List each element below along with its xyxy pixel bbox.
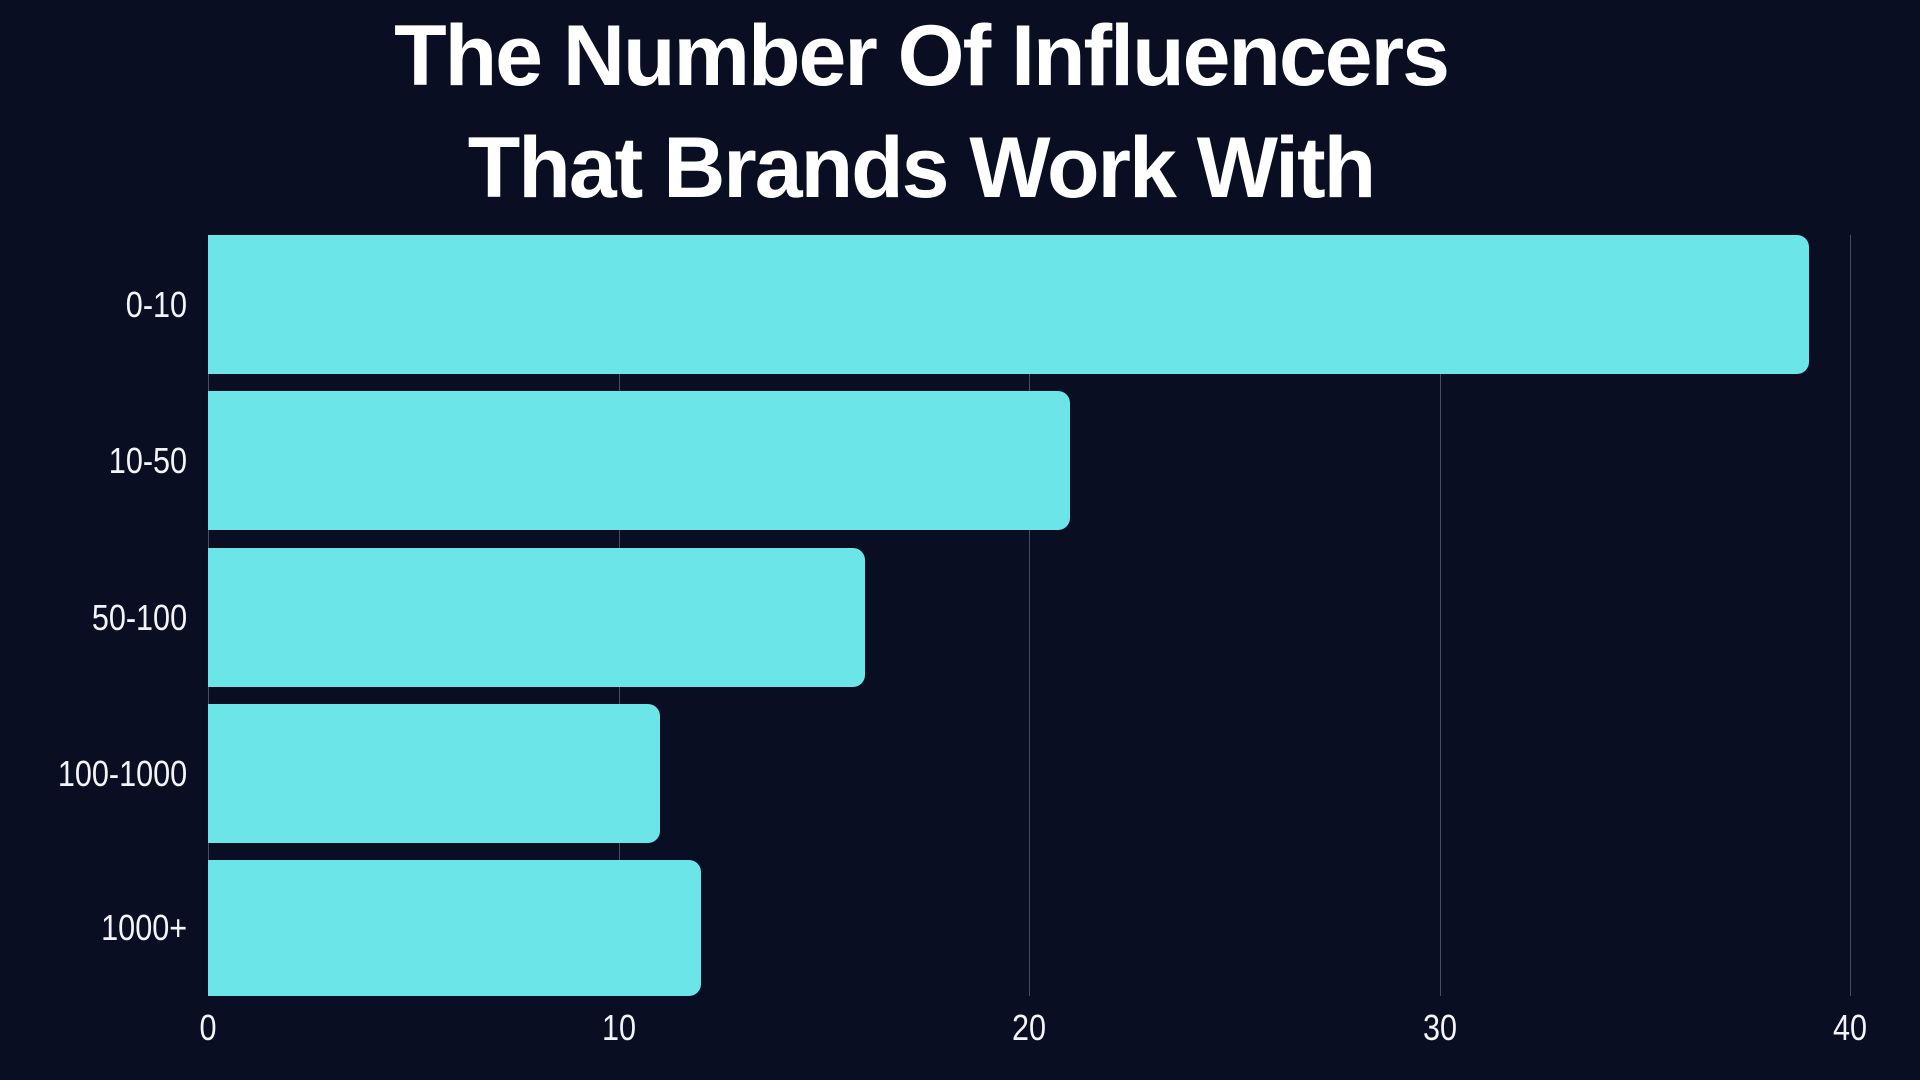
gridline-20 <box>1029 235 1030 996</box>
bar-1000+ <box>208 860 701 996</box>
x-tick-label-0: 0 <box>199 1007 217 1048</box>
x-tick-label-10: 10 <box>601 1007 637 1048</box>
bar-100-1000 <box>208 704 660 843</box>
x-tick-label-40: 40 <box>1832 1007 1868 1048</box>
chart-title: The Number Of Influencers That Brands Wo… <box>394 0 1450 224</box>
bar-50-100 <box>208 548 865 687</box>
bar-10-50 <box>208 391 1070 530</box>
category-label-1000+: 1000+ <box>101 907 187 948</box>
category-label-50-100: 50-100 <box>91 596 187 638</box>
x-tick-label-30: 30 <box>1422 1007 1458 1048</box>
x-tick-label-20: 20 <box>1011 1007 1047 1048</box>
gridline-30 <box>1440 235 1441 996</box>
plot-area <box>208 235 1851 996</box>
category-label-10-50: 10-50 <box>108 439 187 481</box>
gridline-40 <box>1850 235 1851 996</box>
category-label-100-1000: 100-1000 <box>57 752 187 794</box>
chart-title-line2: That Brands Work With <box>467 120 1376 216</box>
category-label-0-10: 0-10 <box>125 283 187 325</box>
chart-title-line1: The Number Of Influencers <box>394 8 1450 104</box>
bar-0-10 <box>208 235 1809 374</box>
